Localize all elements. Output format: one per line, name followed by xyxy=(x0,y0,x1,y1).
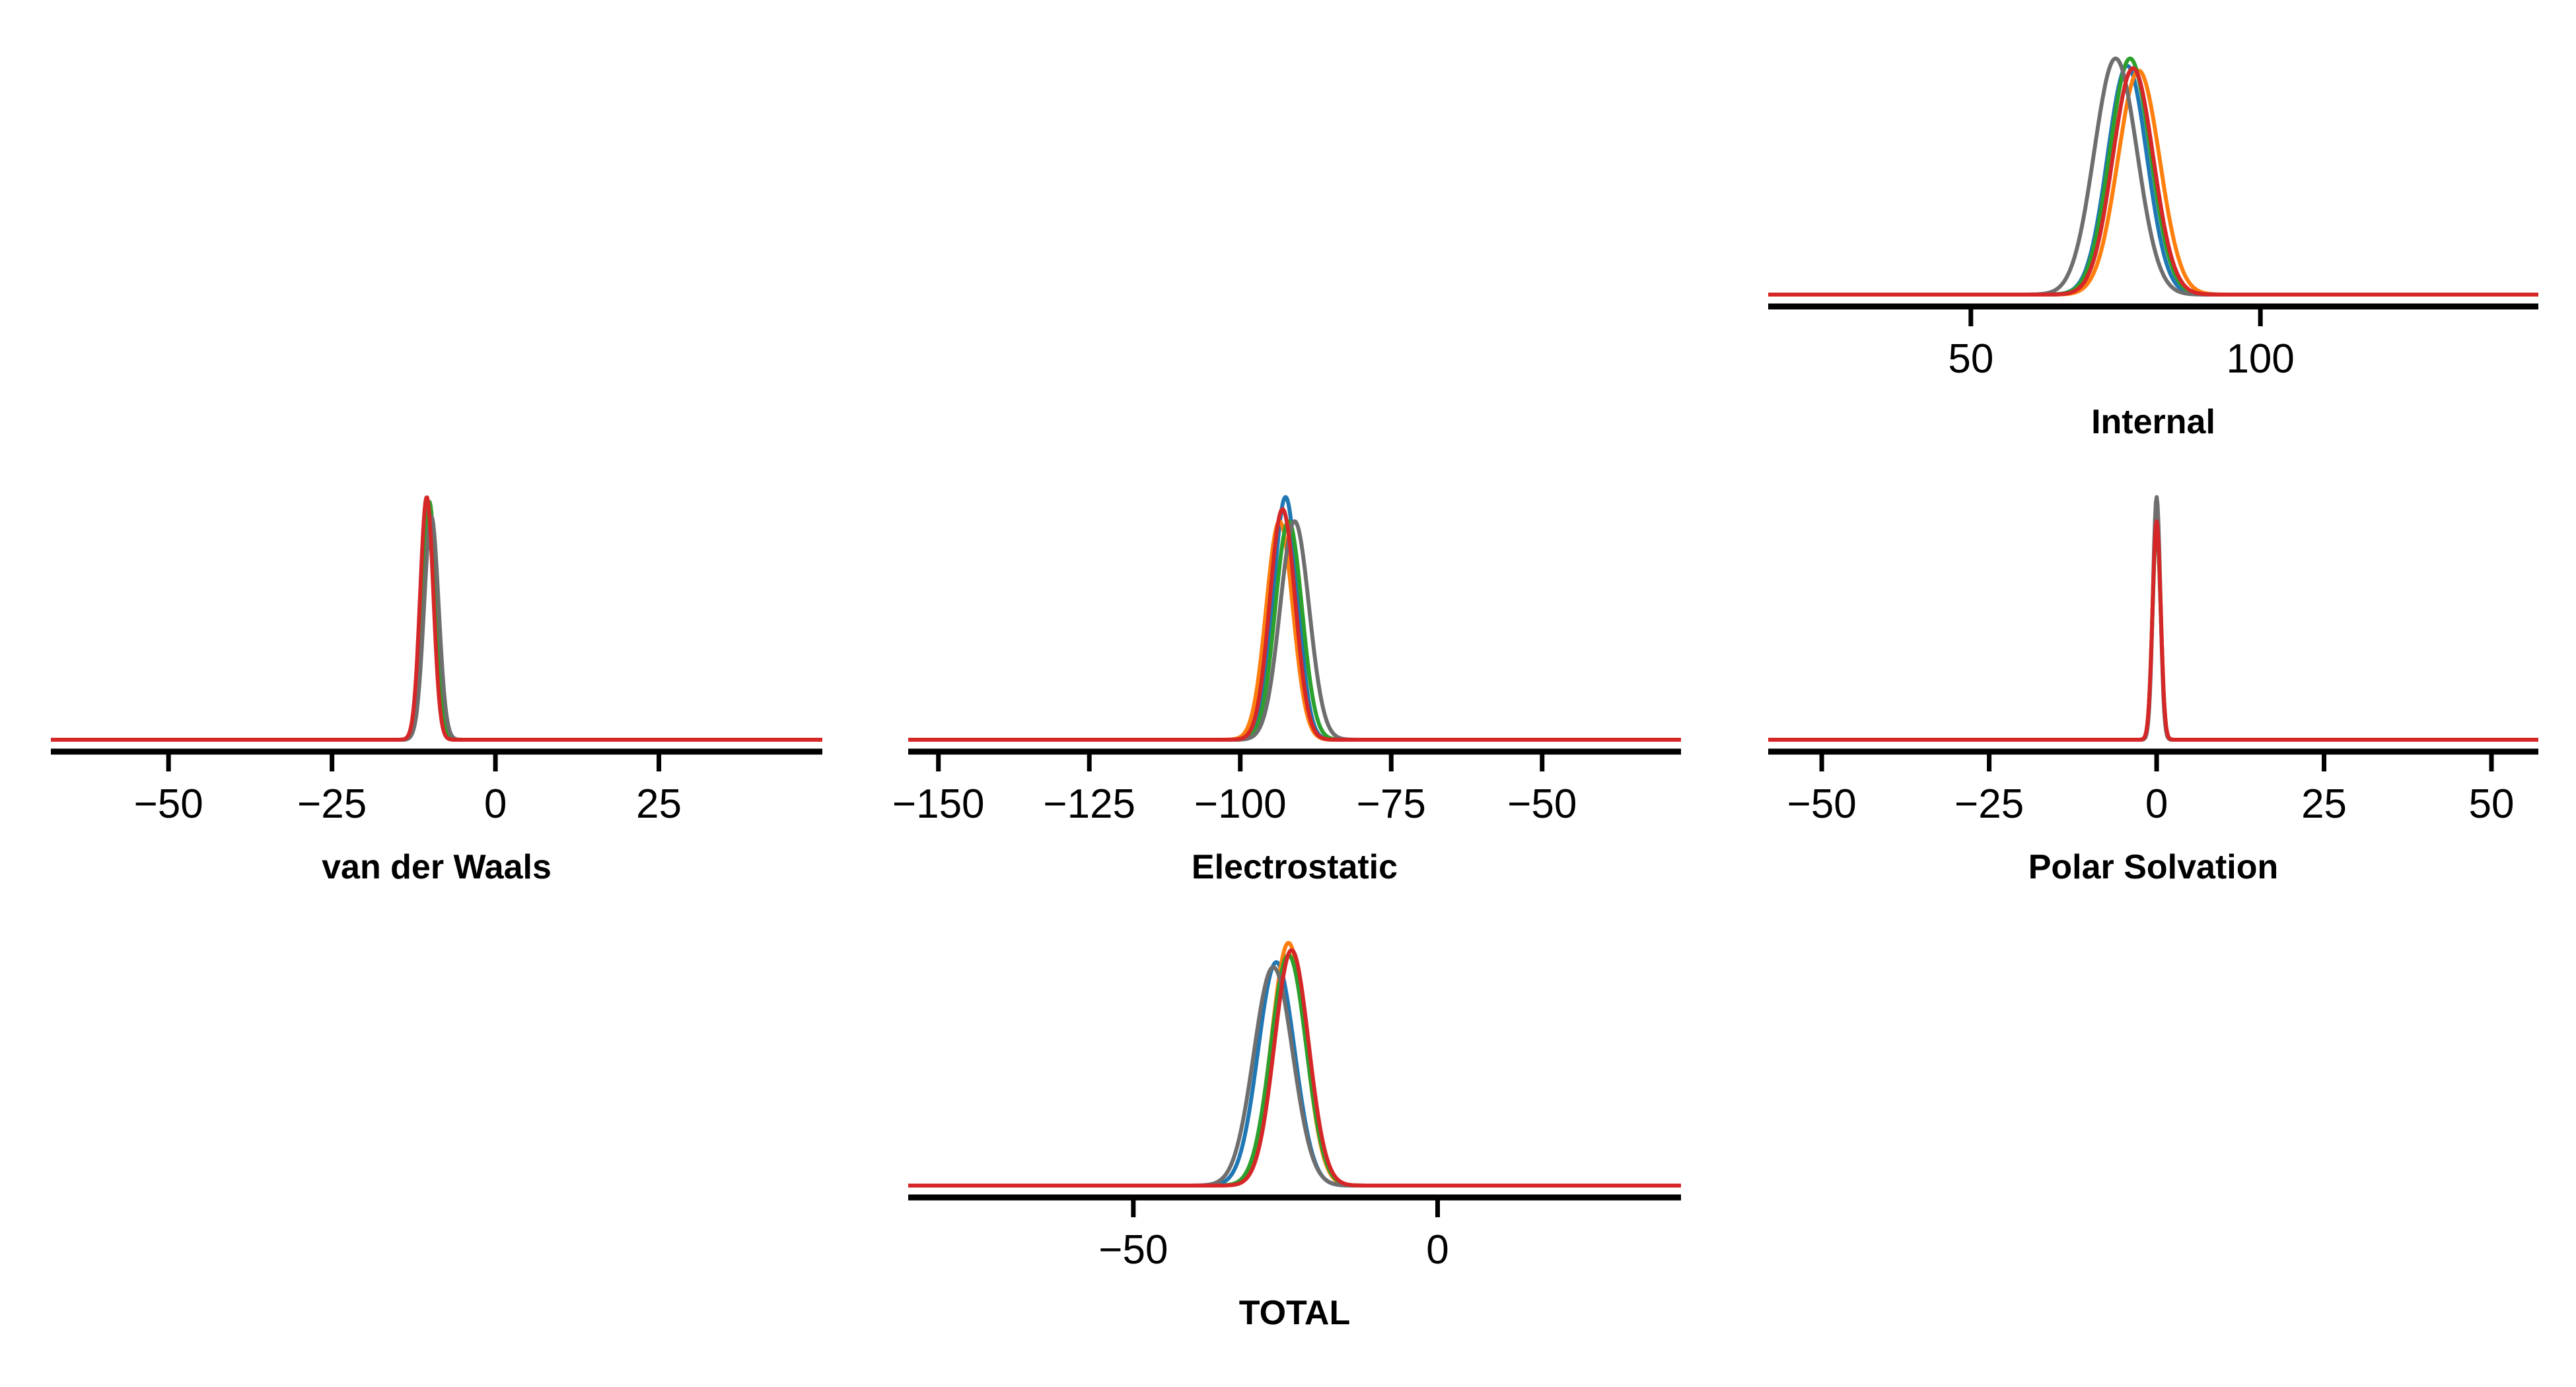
x-tick-label: −50 xyxy=(1787,781,1857,827)
x-tick-label: −75 xyxy=(1357,781,1426,827)
density-curve-series-5 xyxy=(907,948,1682,1188)
x-tick-label: −125 xyxy=(1043,781,1135,827)
chart-panel: 50 100 Internal xyxy=(1767,56,2540,441)
x-tick-label: 0 xyxy=(1426,1227,1449,1273)
x-tick-label: 50 xyxy=(1948,336,1993,382)
density-curve-series-3 xyxy=(1767,56,2540,297)
x-tick-label: −50 xyxy=(1507,781,1577,827)
chart-panel: −50 −25 0 25 50 Polar Solvation xyxy=(1767,495,2540,886)
chart-panel: −50 0 TOTAL xyxy=(907,941,1682,1332)
x-tick-label: −25 xyxy=(1954,781,2024,827)
density-curve-series-3 xyxy=(50,500,824,742)
x-axis-title: TOTAL xyxy=(1239,1294,1351,1332)
x-axis-title: Electrostatic xyxy=(1192,848,1398,886)
x-tick-label: −25 xyxy=(297,781,367,827)
x-tick-label: 50 xyxy=(2469,781,2515,827)
density-curve-series-5 xyxy=(50,495,824,742)
x-tick-label: −50 xyxy=(1098,1227,1168,1273)
x-tick-label: −100 xyxy=(1194,781,1287,827)
x-axis-title: Polar Solvation xyxy=(2028,848,2279,886)
x-tick-label: 25 xyxy=(2301,781,2347,827)
x-tick-label: 25 xyxy=(636,781,682,827)
x-tick-label: 0 xyxy=(484,781,507,827)
density-curve-series-5 xyxy=(1767,519,2540,742)
density-curve-series-4 xyxy=(907,965,1682,1188)
chart-panel: −150 −125 −100 −75 −50 Electrostatic xyxy=(892,495,1682,886)
chart-panel: −50 −25 0 25 van der Waals xyxy=(50,495,824,886)
density-curve-series-5 xyxy=(907,507,1682,742)
x-axis-title: Internal xyxy=(2091,403,2215,441)
x-axis-title: van der Waals xyxy=(322,848,552,886)
x-tick-label: −150 xyxy=(892,781,985,827)
density-curve-series-5 xyxy=(1767,66,2540,297)
x-tick-label: 100 xyxy=(2226,336,2294,382)
x-tick-label: 0 xyxy=(2145,781,2168,827)
x-tick-label: −50 xyxy=(134,781,203,827)
